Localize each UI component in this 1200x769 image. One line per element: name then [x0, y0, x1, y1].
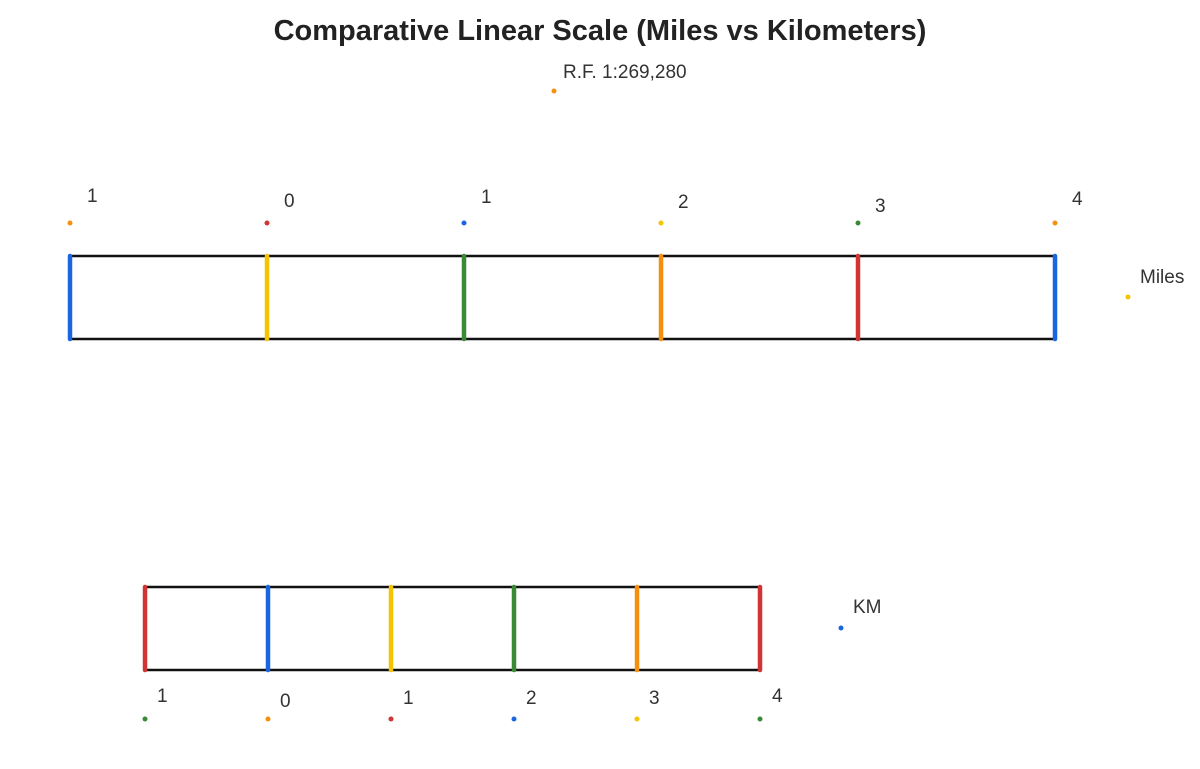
miles-scale-tick-label: 0: [284, 191, 295, 212]
km-scale-tick-dot: [511, 716, 517, 722]
miles-scale-tick-dot: [67, 220, 73, 226]
scales-layer: 1 0 1 2 3 4 Miles 1 0 1 2 3 4 KM: [67, 186, 1184, 722]
miles-scale-tick-dot: [855, 220, 861, 226]
miles-scale-tick-label: 4: [1072, 189, 1083, 210]
km-scale-tick-dot: [142, 716, 148, 722]
diagram-title: Comparative Linear Scale (Miles vs Kilom…: [274, 15, 927, 47]
km-scale-tick-dot: [265, 716, 271, 722]
miles-scale-tick-dot: [1052, 220, 1058, 226]
miles-scale-tick-dot: [658, 220, 664, 226]
miles-scale-tick-label: 3: [875, 196, 886, 217]
km-scale-tick-label: 1: [157, 686, 168, 707]
miles-scale-unit-label: Miles: [1140, 267, 1184, 288]
miles-scale-tick-label: 1: [481, 187, 492, 208]
km-scale-tick-label: 0: [280, 691, 291, 712]
km-scale-tick-label: 4: [772, 686, 783, 707]
miles-scale-tick-label: 1: [87, 186, 98, 207]
km-scale-tick-label: 1: [403, 688, 414, 709]
rf-label-dot: [551, 88, 557, 94]
km-scale-tick-dot: [757, 716, 763, 722]
miles-scale-tick-label: 2: [678, 192, 689, 213]
miles-scale-tick-dot: [264, 220, 270, 226]
km-scale-tick-label: 3: [649, 688, 660, 709]
km-scale-unit-dot: [838, 625, 844, 631]
miles-scale-unit-dot: [1125, 294, 1131, 300]
miles-scale-tick-dot: [461, 220, 467, 226]
km-scale-tick-dot: [634, 716, 640, 722]
km-scale-tick-label: 2: [526, 688, 537, 709]
km-scale-tick-dot: [388, 716, 394, 722]
km-scale-unit-label: KM: [853, 597, 882, 618]
rf-label: R.F. 1:269,280: [563, 62, 687, 83]
